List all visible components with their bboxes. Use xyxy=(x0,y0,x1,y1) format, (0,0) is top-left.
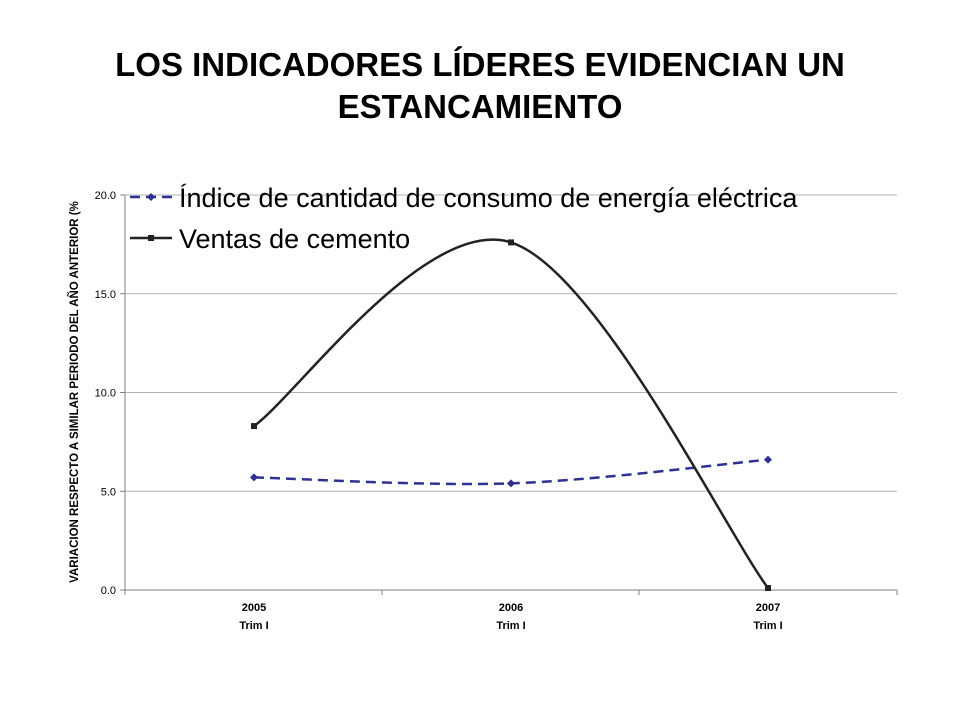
gridlines xyxy=(125,194,897,492)
legend-marker-1 xyxy=(148,235,154,241)
x-tick-label-period-1: Trim I xyxy=(496,620,525,632)
y-tick-label-2: 10.0 xyxy=(95,388,116,400)
series-line-1 xyxy=(253,238,770,589)
y-axis-label: VARIACION RESPECTO A SIMILAR PERIODO DEL… xyxy=(68,201,81,583)
series-1-point-2 xyxy=(765,585,771,592)
x-tick-label-year-1: 2006 xyxy=(499,602,523,614)
series-0-point-2 xyxy=(764,455,772,464)
y-tick-label-1: 5.0 xyxy=(101,486,116,498)
legend-label-1: Ventas de cemento xyxy=(179,224,410,254)
y-tick-label-0: 0.0 xyxy=(101,585,116,597)
x-tick-label-period-2: Trim I xyxy=(753,620,782,632)
x-tick-label-year-0: 2005 xyxy=(242,602,266,614)
legend: Índice de cantidad de consumo de energía… xyxy=(130,183,798,254)
series-0-point-1 xyxy=(507,479,515,488)
slide-title-line-1: LOS INDICADORES LÍDERES EVIDENCIAN UN xyxy=(115,46,845,83)
series-1-point-0 xyxy=(251,423,257,430)
slide-title-line-2: ESTANCAMIENTO xyxy=(337,88,623,125)
series xyxy=(250,238,772,592)
x-tick-label-year-2: 2007 xyxy=(756,602,780,614)
series-0-point-0 xyxy=(250,473,258,482)
y-tick-label-3: 15.0 xyxy=(95,289,116,301)
series-1-point-1 xyxy=(508,239,514,246)
legend-label-0: Índice de cantidad de consumo de energía… xyxy=(179,183,798,213)
x-tick-label-period-0: Trim I xyxy=(239,620,268,632)
slide-title: LOS INDICADORES LÍDERES EVIDENCIAN UN ES… xyxy=(40,44,920,128)
legend-marker-0 xyxy=(147,193,155,201)
axes: 0.0 5.0 10.0 15.0 20.0 2005 Trim I 2006 Trim I 20… xyxy=(95,190,898,632)
y-tick-label-4: 20.0 xyxy=(95,190,116,202)
